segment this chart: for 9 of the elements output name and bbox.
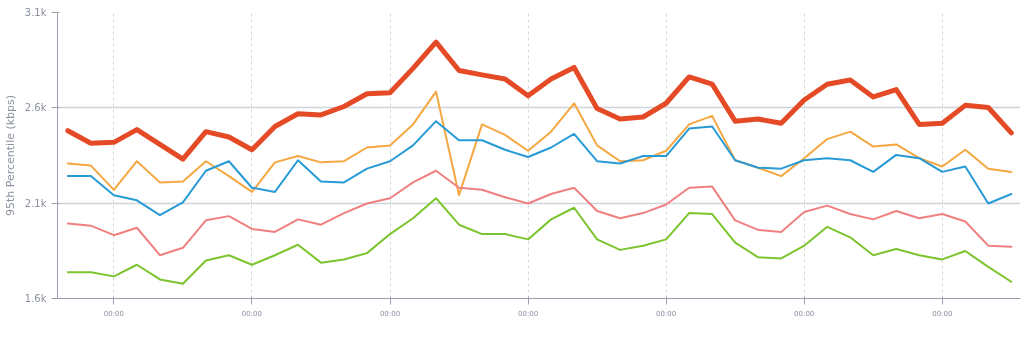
y-tick-label: 1.6k <box>24 293 47 304</box>
y-tick-label: 3.1k <box>24 7 47 18</box>
line-series <box>66 169 1013 257</box>
line-series <box>66 197 1013 285</box>
y-tick-label: 2.6k <box>24 102 47 114</box>
y-axis-title: 95th Percentile (kbps) <box>3 94 17 217</box>
y-tick-label: 2.1k <box>24 197 47 209</box>
line-series <box>66 120 1013 217</box>
line-series <box>66 90 1013 197</box>
